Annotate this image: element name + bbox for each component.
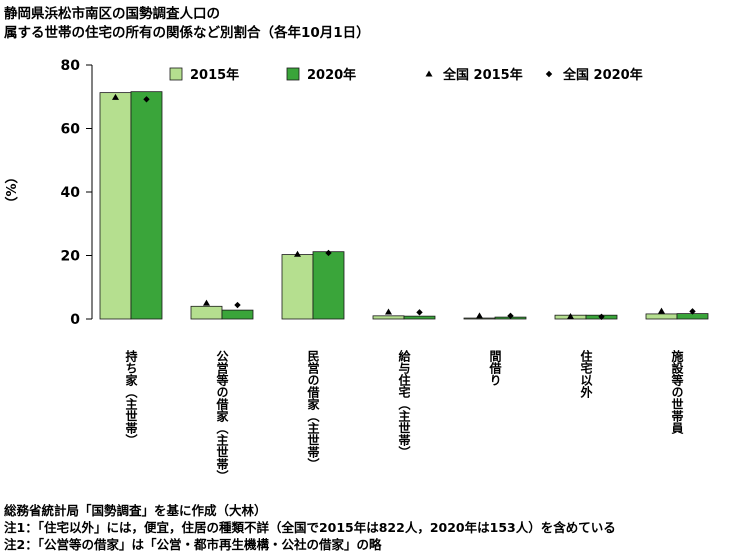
marker-national-2020-1 — [143, 96, 150, 103]
markers-group — [112, 93, 696, 320]
x-tick-label-5: 間借り — [488, 350, 502, 386]
legend-label-4: 全国 2020年 — [562, 67, 643, 83]
y-tick-label: 80 — [61, 58, 81, 74]
legend-swatch-1 — [169, 67, 183, 81]
marker-national-2020-7 — [689, 308, 696, 315]
y-tick-label: 0 — [70, 312, 80, 328]
y-tick-label: 40 — [61, 185, 81, 201]
legend-swatch-2 — [286, 67, 300, 81]
source-note: 総務省統計局「国勢調査」を基に作成（大林） — [4, 503, 267, 518]
bar-2015年-4 — [372, 315, 405, 320]
marker-national-2015-3 — [294, 250, 301, 257]
marker-national-2020-4 — [416, 309, 423, 316]
marker-national-2015-1 — [112, 93, 119, 100]
marker-national-2020-2 — [234, 301, 241, 309]
marker-national-2015-7 — [658, 307, 665, 314]
bar-2020年-3 — [312, 251, 345, 320]
x-tick-label-1: 持ち家（主世帯） — [124, 349, 138, 446]
legend-triangle-marker — [425, 70, 433, 77]
x-tick-label-3: 民営の借家（主世帯） — [306, 350, 320, 470]
y-tick-label: 20 — [61, 249, 81, 265]
bar-2015年-2 — [190, 305, 223, 320]
legend-label-2: 2020年 — [307, 67, 356, 83]
bar-2020年-4 — [403, 315, 436, 320]
x-tick-label-7: 施設等の世帯員 — [670, 349, 684, 435]
y-tick-label: 60 — [61, 122, 81, 138]
x-tick-label-2: 公営等の借家（主世帯） — [215, 350, 229, 482]
bar-chart: 0 20 40 60 80 持ち家（主世帯） 公営等の借家（主世帯） 民営の借家（主世帯） 給… — [4, 58, 709, 482]
bar-2015年-7 — [645, 313, 678, 320]
legend-label-1: 2015年 — [190, 67, 239, 83]
marker-national-2015-5 — [476, 312, 483, 319]
x-tick-label-6: 住宅以外 — [579, 349, 593, 399]
legend-label-3: 全国 2015年 — [442, 67, 523, 83]
chart-title-line-2: 属する世帯の住宅の所有の関係など別割合（各年10月1日） — [4, 25, 370, 41]
note-2: 注2：「公営等の借家」は「公営・都市再生機構・公社の借家」の略 — [4, 537, 382, 552]
x-tick-labels: 持ち家（主世帯） 公営等の借家（主世帯） 民営の借家（主世帯） 給与住宅（主世帯） 間借… — [124, 349, 684, 482]
marker-national-2020-6 — [598, 313, 605, 320]
bar-2020年-2 — [221, 309, 254, 320]
note-1: 注1：「住宅以外」には，便宜，住居の種類不詳（全国で2015年は822人，202… — [4, 520, 616, 535]
marker-national-2015-2 — [203, 299, 210, 306]
marker-national-2020-3 — [325, 249, 332, 257]
marker-national-2015-6 — [567, 312, 574, 319]
x-tick-label-4: 給与住宅（主世帯） — [397, 349, 411, 458]
bar-2015年-1 — [99, 92, 132, 320]
chart-title-line-1: 静岡県浜松市南区の国勢調査人口の — [4, 6, 220, 22]
bars-group — [99, 91, 709, 320]
marker-national-2020-5 — [507, 312, 514, 320]
marker-national-2015-4 — [385, 308, 392, 315]
bar-2020年-1 — [130, 91, 163, 320]
bar-2015年-3 — [281, 254, 314, 320]
y-axis: 0 20 40 60 80 — [61, 58, 93, 328]
y-axis-label: （%） — [4, 170, 20, 209]
legend-diamond-marker — [545, 70, 553, 78]
legend: 2015年 2020年 全国 2015年 全国 2020年 — [169, 67, 643, 83]
